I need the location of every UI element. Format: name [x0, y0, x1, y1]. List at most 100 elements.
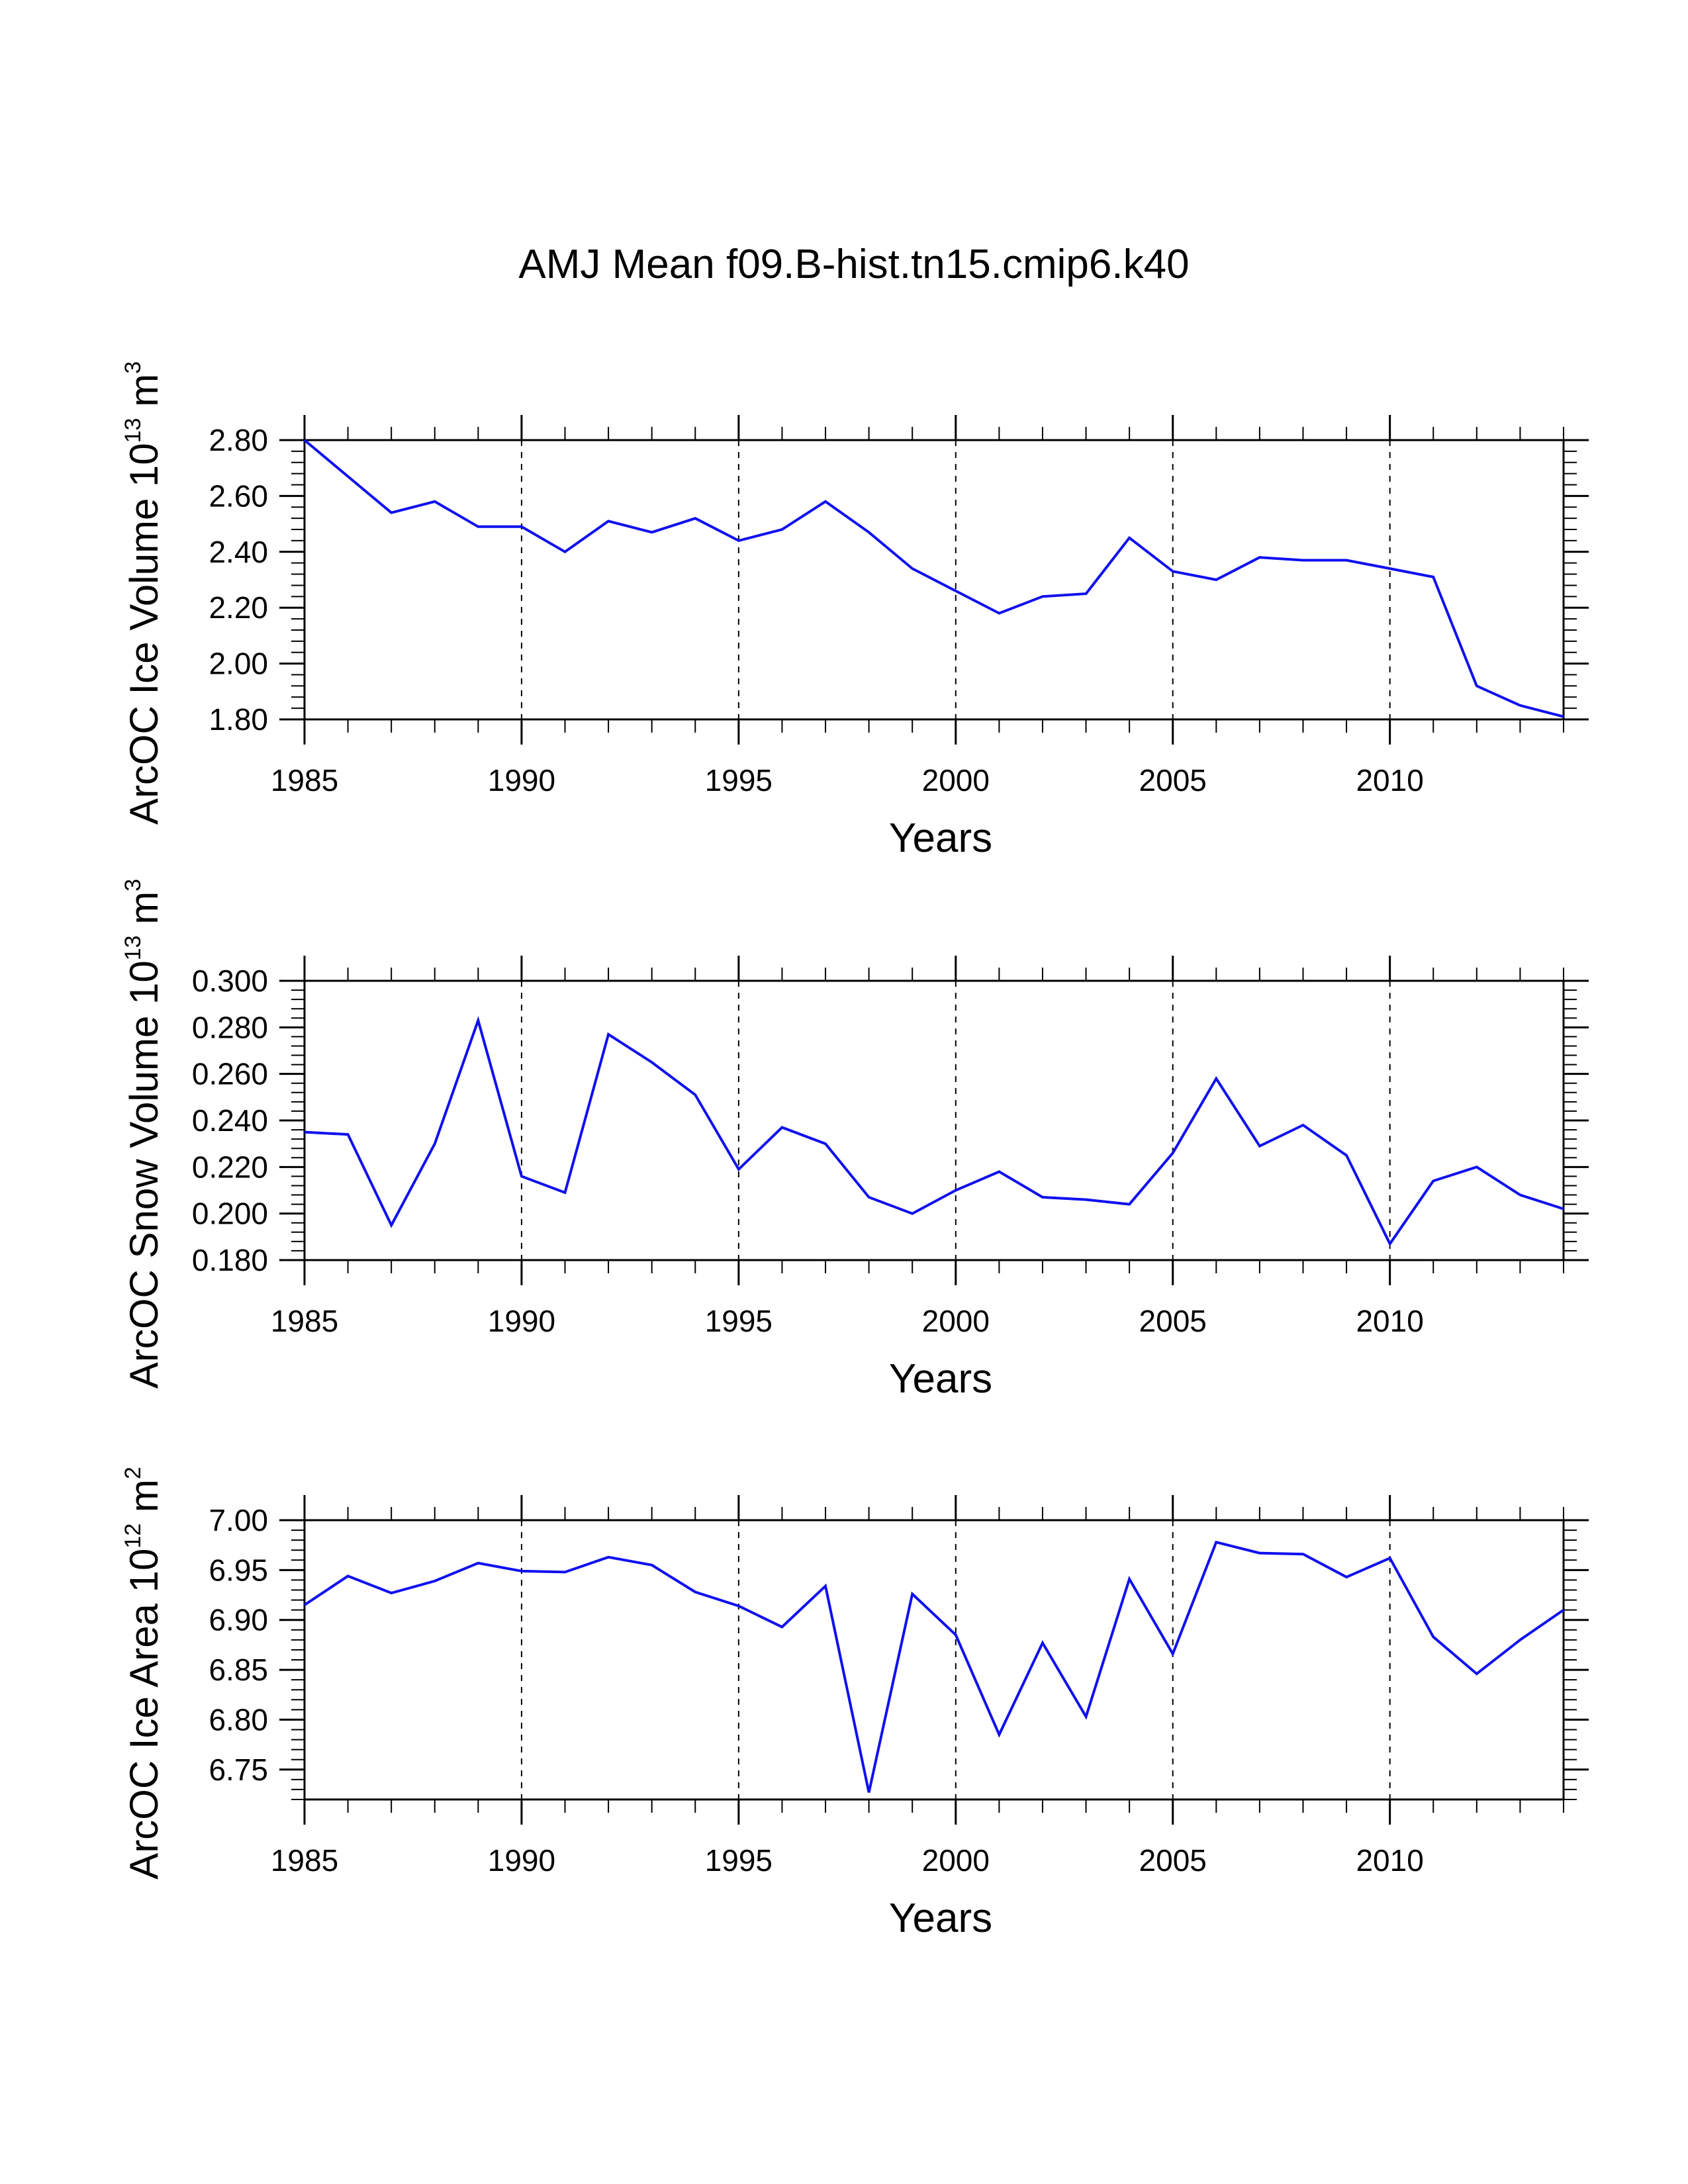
- data-point: [1344, 1575, 1348, 1579]
- data-point: [867, 1790, 871, 1794]
- data-point: [910, 1592, 914, 1596]
- data-point: [1388, 1556, 1392, 1560]
- y-tick-label: 0.220: [192, 1150, 268, 1184]
- data-point: [1301, 558, 1305, 562]
- data-point: [693, 1093, 697, 1097]
- data-point: [1301, 1552, 1305, 1556]
- data-point: [476, 1019, 480, 1023]
- data-point: [1041, 1641, 1045, 1645]
- data-point: [693, 1590, 697, 1594]
- data-point: [1518, 1193, 1522, 1197]
- series-line: [303, 1540, 1565, 1793]
- y-label-exponent: 13: [120, 418, 146, 443]
- y-tick-label: 0.280: [192, 1010, 268, 1044]
- data-point: [1475, 1672, 1479, 1676]
- data-point: [389, 1223, 393, 1227]
- data-point: [520, 1569, 524, 1573]
- x-tick-label: 2000: [922, 763, 990, 797]
- y-label-exponent: 12: [120, 1524, 146, 1549]
- y-tick-label: 0.300: [192, 964, 268, 998]
- y-axis-label: ArcOC Snow Volume 1013 m3: [120, 879, 166, 1388]
- x-tick-label: 2010: [1356, 1304, 1423, 1338]
- data-point: [476, 525, 480, 529]
- data-point: [823, 1142, 827, 1146]
- data-point: [1562, 1207, 1566, 1211]
- x-tick-label: 1990: [488, 1843, 555, 1878]
- data-point: [650, 1563, 654, 1567]
- panel-1: 1985 1990 1995 2000 2005 2010 Years 1.80 2.00 2.2…: [120, 361, 1589, 861]
- series-line: [304, 1016, 1564, 1247]
- data-point: [780, 1126, 784, 1130]
- plot-frame: [303, 439, 1565, 721]
- data-point: [823, 500, 827, 504]
- x-tick-label: 2000: [922, 1843, 990, 1878]
- data-point: [433, 1579, 437, 1583]
- y-label-main: ArcOC Ice Volume 10: [122, 443, 166, 825]
- data-point: [1344, 1154, 1348, 1158]
- data-point: [1344, 558, 1348, 562]
- x-tick-label: 2005: [1139, 763, 1207, 797]
- x-tick-label: 2000: [922, 1304, 990, 1338]
- data-point: [476, 1561, 480, 1565]
- data-point: [910, 567, 914, 570]
- data-point: [954, 1189, 958, 1193]
- y-label-unit-exponent: 2: [120, 1467, 146, 1479]
- x-tick-label: 1995: [705, 1843, 773, 1878]
- data-point: [1562, 715, 1566, 719]
- x-tick-label: 2005: [1139, 1304, 1207, 1338]
- data-point: [650, 1060, 654, 1064]
- data-point: [1171, 569, 1175, 573]
- x-tick-label: 1990: [488, 763, 555, 797]
- plot-frame: [303, 979, 1565, 1261]
- data-point: [910, 1212, 914, 1216]
- x-tick-label: 1985: [271, 763, 338, 797]
- data-point: [1258, 1144, 1262, 1148]
- y-tick-label: 2.20: [209, 590, 268, 625]
- y-tick-label: 7.00: [209, 1503, 268, 1537]
- data-point: [1518, 704, 1522, 707]
- data-point: [693, 516, 697, 520]
- data-point: [1388, 567, 1392, 570]
- data-point: [1475, 684, 1479, 688]
- data-point: [606, 519, 610, 523]
- data-point: [1041, 1195, 1045, 1199]
- data-point: [867, 1195, 871, 1199]
- y-tick-label: 0.200: [192, 1197, 268, 1231]
- data-point: [1518, 1638, 1522, 1642]
- data-point: [1127, 536, 1131, 540]
- data-point: [1301, 1123, 1305, 1127]
- y-tick-label: 6.85: [209, 1653, 268, 1687]
- panel-2: 1985 1990 1995 2000 2005 2010 Years 0.180 0.200 0…: [120, 879, 1589, 1402]
- y-tick-label: 2.60: [209, 478, 268, 513]
- y-tick-label: 1.80: [209, 702, 268, 737]
- y-axis-label: ArcOC Ice Volume 1013 m3: [120, 361, 166, 825]
- data-point: [1388, 1242, 1392, 1246]
- data-point: [389, 511, 393, 515]
- data-point: [997, 1169, 1001, 1173]
- data-point: [1084, 1715, 1088, 1719]
- x-tick-label: 2010: [1356, 1843, 1423, 1878]
- y-label-main: ArcOC Ice Area 10: [122, 1549, 166, 1880]
- data-point: [563, 1191, 567, 1195]
- y-tick-label: 6.80: [209, 1702, 268, 1737]
- x-axis-label: Years: [889, 1356, 992, 1402]
- y-label-unit-exponent: 3: [120, 361, 146, 374]
- data-point: [1214, 578, 1218, 582]
- data-point: [1214, 1540, 1218, 1544]
- data-point: [303, 1603, 306, 1607]
- y-tick-label: 2.00: [209, 647, 268, 681]
- data-point: [433, 500, 437, 504]
- panels: 1985 1990 1995 2000 2005 2010 Years 1.80 2.00 2.2…: [120, 361, 1589, 1941]
- data-point: [954, 1633, 958, 1637]
- data-point: [1084, 592, 1088, 596]
- y-tick-label: 2.40: [209, 535, 268, 569]
- data-point: [606, 1032, 610, 1036]
- data-point: [1127, 1203, 1131, 1206]
- y-label-exponent: 13: [120, 935, 146, 960]
- y-label-unit-exponent: 3: [120, 879, 146, 891]
- data-point: [1431, 1635, 1435, 1639]
- y-tick-label: 6.75: [209, 1752, 268, 1787]
- data-point: [780, 527, 784, 531]
- data-point: [1258, 1551, 1262, 1555]
- data-point: [1475, 1165, 1479, 1169]
